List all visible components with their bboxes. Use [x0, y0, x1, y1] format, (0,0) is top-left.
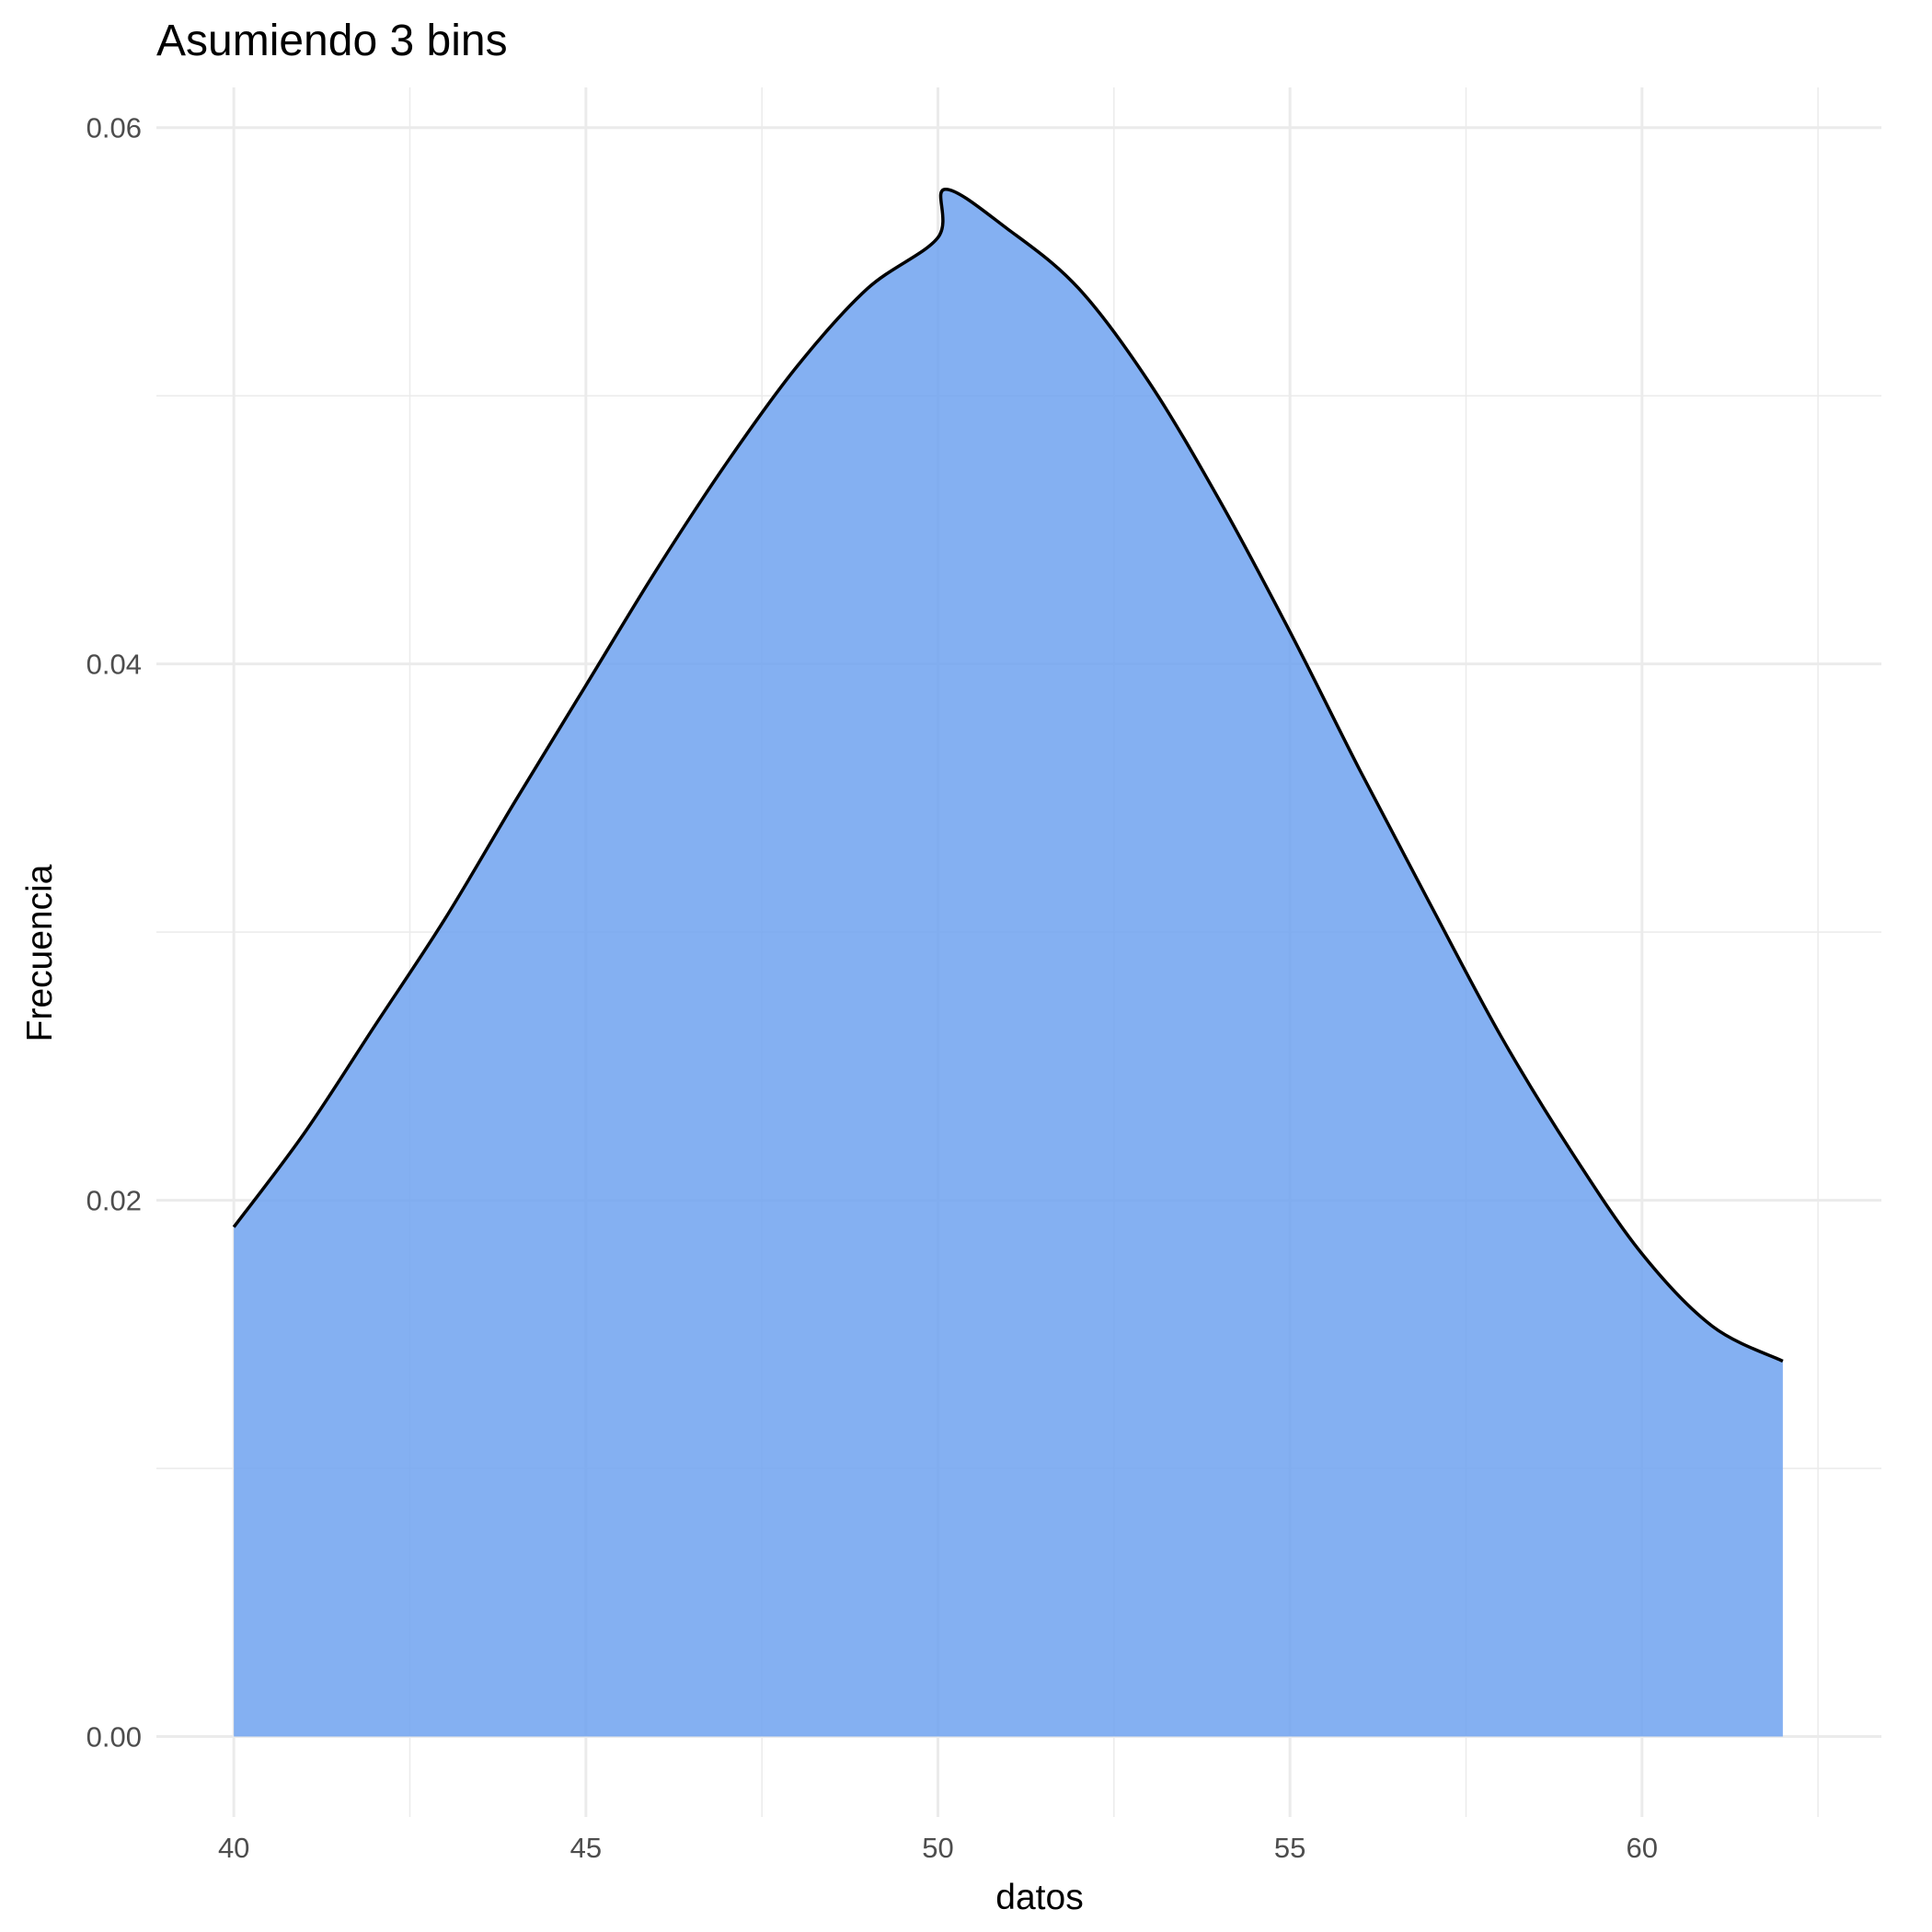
- density-curve: [232, 188, 1784, 1363]
- y-axis-tick-labels: 0.00 0.02 0.04 0.06: [86, 112, 142, 1754]
- y-axis-title: Frecuencia: [20, 864, 60, 1041]
- x-tick-label: 40: [218, 1832, 249, 1864]
- x-tick-label: 55: [1274, 1832, 1305, 1864]
- x-axis-tick-labels: 40 45 50 55 60: [218, 1832, 1658, 1864]
- density-area: [234, 189, 1783, 1737]
- x-axis-title: datos: [995, 1878, 1083, 1917]
- y-tick-label: 0.06: [86, 112, 142, 144]
- x-tick-label: 60: [1627, 1832, 1658, 1864]
- x-tick-label: 45: [570, 1832, 602, 1864]
- y-tick-label: 0.00: [86, 1721, 142, 1754]
- chart-title: Asumiendo 3 bins: [156, 17, 508, 65]
- x-tick-label: 50: [922, 1832, 953, 1864]
- y-tick-label: 0.02: [86, 1185, 142, 1217]
- y-tick-label: 0.04: [86, 649, 142, 681]
